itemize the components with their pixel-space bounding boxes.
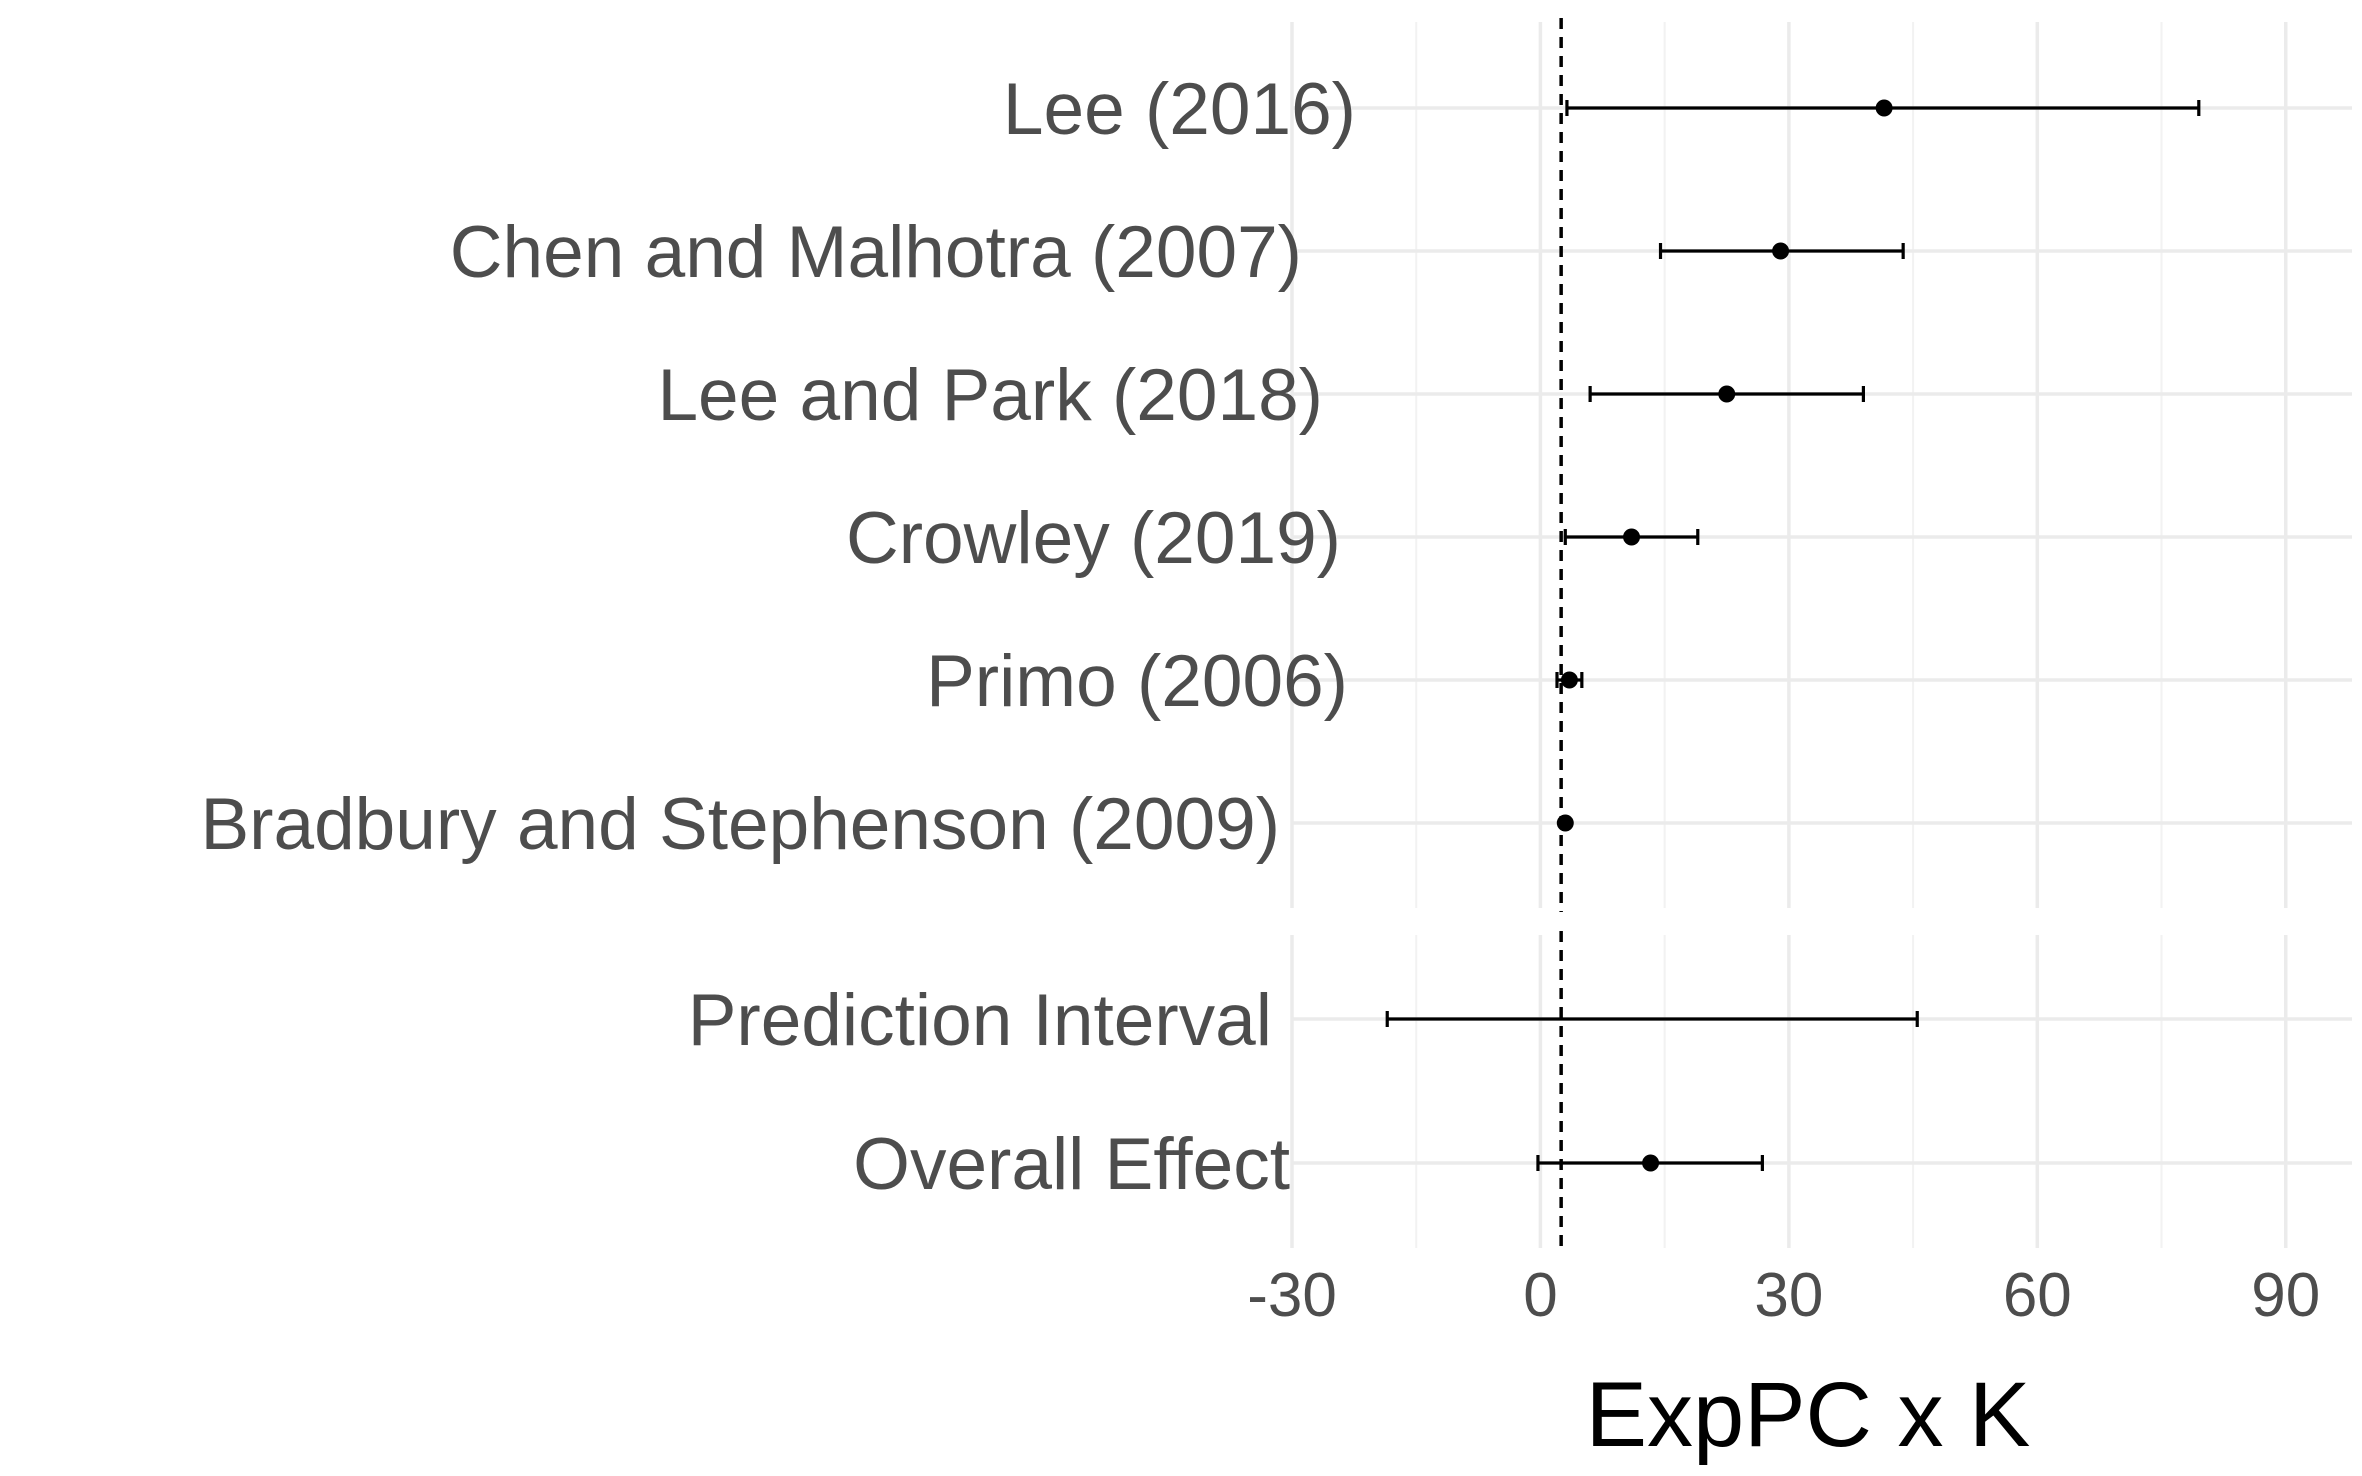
study-label: Overall Effect xyxy=(853,1124,1290,1205)
point-estimate xyxy=(1718,385,1736,403)
point-estimate xyxy=(1772,242,1790,260)
study-label: Prediction Interval xyxy=(688,980,1272,1061)
x-tick-label: 90 xyxy=(2251,1261,2320,1330)
study-label: Lee and Park (2018) xyxy=(657,355,1323,436)
marks-layer xyxy=(1385,99,2201,1172)
point-estimate xyxy=(1560,671,1578,689)
x-axis-title: ExpPC x K xyxy=(1586,1364,2031,1466)
point-estimate xyxy=(1623,528,1641,546)
point-estimate xyxy=(1875,99,1893,117)
x-tick-label: -30 xyxy=(1247,1261,1337,1330)
x-tick-labels-layer: -30 0 30 60 90 xyxy=(1247,1261,2320,1330)
study-labels-layer: Lee (2016) Chen and Malhotra (2007) Lee an… xyxy=(200,69,1356,1205)
x-tick-label: 0 xyxy=(1523,1261,1557,1330)
x-tick-label: 60 xyxy=(2003,1261,2072,1330)
x-tick-label: 30 xyxy=(1754,1261,1823,1330)
point-estimate xyxy=(1556,814,1574,832)
study-label: Chen and Malhotra (2007) xyxy=(450,212,1302,293)
study-label: Primo (2006) xyxy=(926,641,1348,722)
study-label: Bradbury and Stephenson (2009) xyxy=(200,784,1280,865)
study-label: Crowley (2019) xyxy=(846,498,1341,579)
study-label: Lee (2016) xyxy=(1003,69,1356,150)
point-estimate xyxy=(1642,1154,1660,1172)
grid-layer xyxy=(1290,22,2352,1248)
